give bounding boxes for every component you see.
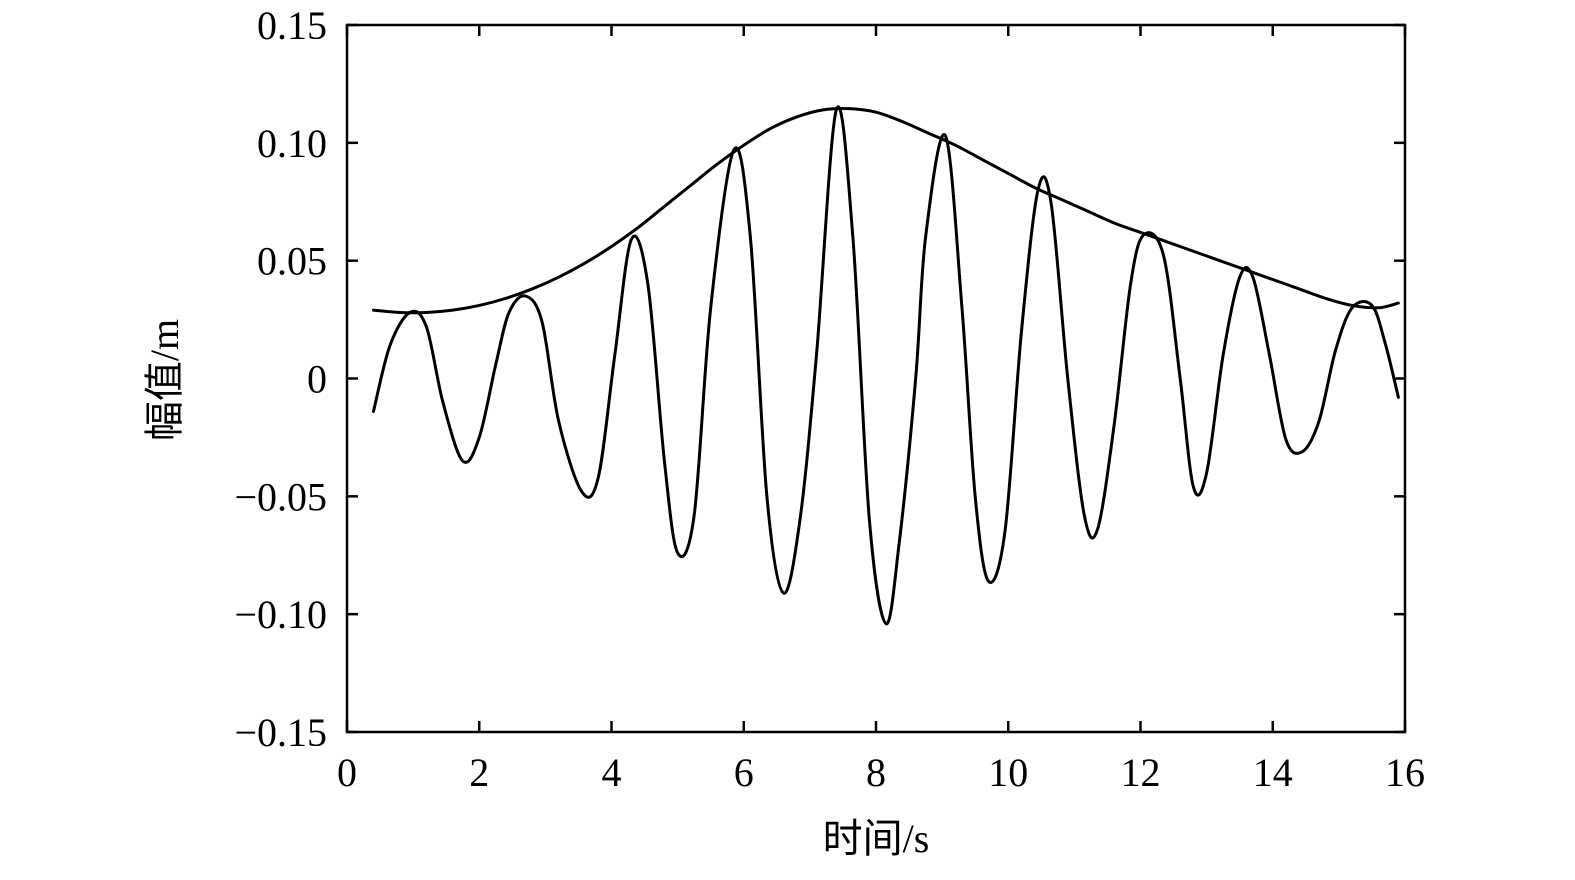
y-tick-label: −0.15: [234, 710, 327, 755]
y-tick-label: 0: [307, 357, 327, 402]
ticks: [345, 23, 1407, 734]
x-tick-label: 10: [988, 750, 1028, 795]
y-tick-label: 0.05: [257, 239, 327, 284]
x-tick-label: 12: [1121, 750, 1161, 795]
plot-frame: [345, 23, 1407, 734]
series-line-envelope: [371, 106, 1400, 315]
y-tick-label: 0.15: [257, 3, 327, 48]
x-tick-label: 4: [602, 750, 622, 795]
series-line-wave: [371, 105, 1400, 626]
x-axis-title: 时间/s: [823, 816, 930, 861]
y-axis-title: 幅值/m: [142, 319, 187, 441]
x-tick-label: 8: [866, 750, 886, 795]
y-tick-label: 0.10: [257, 121, 327, 166]
y-tick-label: −0.10: [234, 592, 327, 637]
x-tick-label: 16: [1385, 750, 1425, 795]
x-tick-label: 2: [469, 750, 489, 795]
x-tick-label: 6: [734, 750, 754, 795]
y-tick-label: −0.05: [234, 474, 327, 519]
tick-labels: 0 2 4 6 8 10 12 14 16 0.15 0.10 0.05 0 −0.05 −0.10 −0.1…: [234, 3, 1425, 795]
x-tick-label: 0: [337, 750, 357, 795]
series-group: [371, 105, 1400, 626]
x-tick-label: 14: [1253, 750, 1293, 795]
